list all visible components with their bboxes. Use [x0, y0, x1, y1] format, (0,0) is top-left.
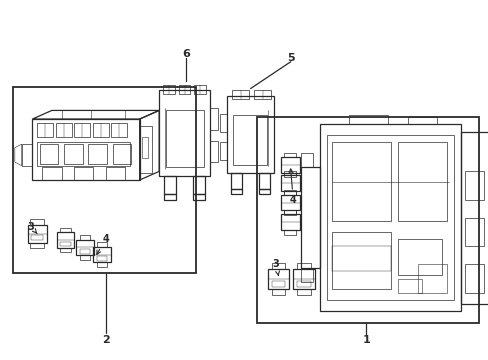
Bar [284, 191, 296, 195]
Bar [300, 268, 312, 282]
Bar [331, 246, 390, 271]
Bar [284, 210, 296, 215]
Bar [284, 153, 296, 157]
Bar [271, 282, 285, 287]
Bar [397, 239, 441, 275]
Bar [348, 116, 387, 125]
Bar [64, 144, 82, 164]
Bar [271, 263, 285, 269]
Bar [256, 117, 478, 323]
Bar [37, 142, 130, 166]
Bar [284, 230, 296, 234]
Bar [30, 220, 44, 225]
Bar [97, 262, 107, 267]
Bar [231, 173, 242, 189]
Bar [30, 243, 44, 248]
Bar [233, 115, 267, 165]
Bar [140, 126, 152, 173]
Text: 1: 1 [362, 334, 369, 345]
Bar [293, 269, 314, 289]
Bar [74, 123, 90, 137]
Bar [194, 85, 205, 94]
Bar [88, 144, 107, 164]
Text: 2: 2 [102, 334, 109, 345]
Bar [13, 87, 195, 273]
Bar [210, 140, 218, 162]
Bar [284, 173, 296, 177]
Bar [142, 137, 148, 158]
Bar [60, 228, 71, 232]
Bar [232, 90, 248, 99]
Bar [465, 218, 483, 246]
Bar [210, 108, 218, 130]
Bar [80, 255, 90, 260]
Text: 3: 3 [27, 222, 37, 234]
Bar [297, 282, 310, 287]
Bar [111, 123, 127, 137]
Bar [331, 142, 390, 221]
Bar [40, 144, 58, 164]
Bar [281, 215, 299, 230]
Bar [281, 175, 299, 191]
Bar [320, 125, 461, 311]
Bar [31, 234, 43, 240]
Bar [57, 232, 74, 248]
Bar [465, 171, 483, 200]
Bar [300, 167, 320, 268]
Bar [407, 117, 436, 125]
Bar [465, 264, 483, 293]
Bar [331, 232, 390, 289]
Bar [461, 132, 488, 304]
Bar [56, 123, 72, 137]
Bar [281, 195, 299, 211]
Bar [80, 249, 90, 253]
Bar [163, 85, 174, 94]
Bar [60, 248, 71, 252]
Bar [193, 176, 205, 194]
Bar [113, 144, 131, 164]
Bar [60, 242, 71, 246]
Bar [284, 190, 296, 195]
Bar [227, 96, 273, 173]
Bar [74, 167, 93, 180]
Bar [97, 256, 107, 261]
Bar [42, 167, 61, 180]
Bar [21, 144, 32, 166]
Text: 5: 5 [286, 53, 294, 63]
Text: 6: 6 [182, 49, 189, 59]
Bar [417, 264, 446, 293]
Bar [178, 85, 190, 94]
Text: 4: 4 [288, 169, 296, 205]
Bar [297, 289, 310, 295]
Bar [166, 110, 203, 167]
Bar [284, 171, 296, 175]
Bar [105, 167, 125, 180]
Bar [27, 225, 47, 243]
Bar [259, 173, 269, 189]
Text: 3: 3 [272, 259, 279, 275]
Bar [76, 239, 94, 255]
Bar [300, 153, 312, 167]
Bar [281, 157, 299, 173]
Bar [219, 114, 227, 132]
Bar [267, 269, 289, 289]
Bar [93, 247, 111, 262]
Text: 4: 4 [97, 234, 109, 254]
Bar [271, 289, 285, 295]
Bar [327, 135, 453, 300]
Bar [254, 90, 270, 99]
Bar [80, 235, 90, 239]
Bar [159, 90, 210, 176]
Bar [297, 263, 310, 269]
Bar [163, 176, 176, 194]
Bar [97, 242, 107, 247]
Bar [397, 279, 422, 293]
Bar [37, 123, 53, 137]
Bar [284, 211, 296, 215]
Bar [93, 123, 109, 137]
Bar [219, 142, 227, 160]
Bar [397, 142, 446, 221]
